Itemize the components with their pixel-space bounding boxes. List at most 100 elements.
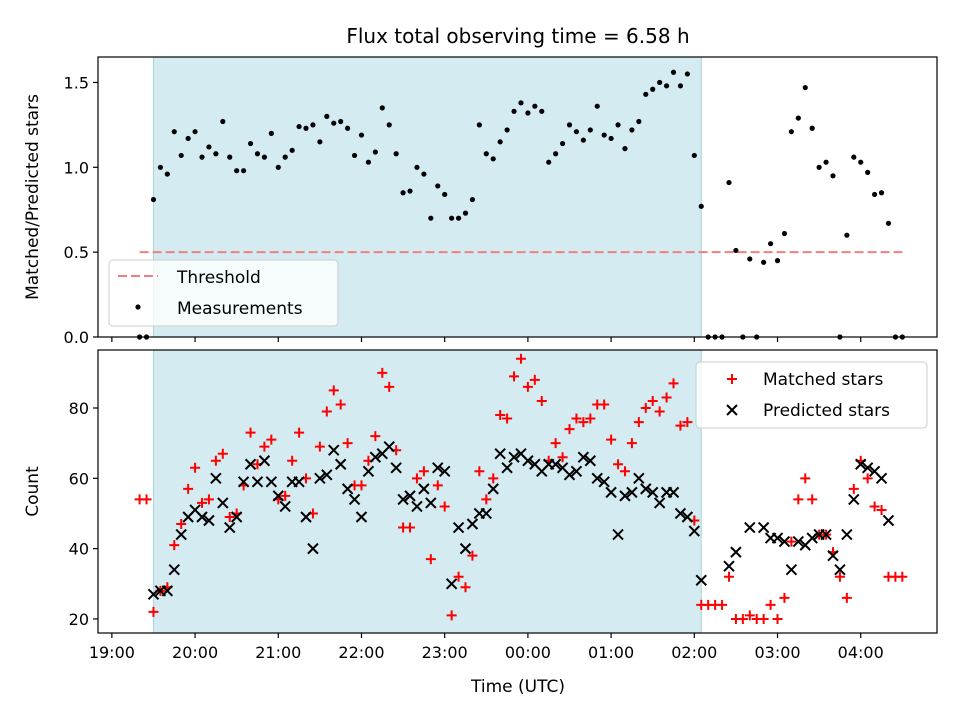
- measurement-point: [858, 159, 864, 165]
- predicted-point: [640, 483, 652, 495]
- matched-point: [529, 374, 540, 385]
- x-tick-label: 00:00: [505, 643, 551, 662]
- measurement-point: [657, 79, 663, 86]
- measurement-point: [442, 191, 448, 198]
- predicted-point: [224, 521, 236, 534]
- measurement-point: [553, 151, 559, 157]
- matched-point: [425, 554, 436, 565]
- measurement-point: [525, 110, 531, 116]
- predicted-point: [300, 511, 312, 523]
- matched-point: [217, 448, 228, 459]
- matched-point: [342, 438, 353, 449]
- x-tick-label: 04:00: [838, 643, 884, 662]
- matched-point: [834, 571, 845, 582]
- matched-point: [682, 417, 693, 428]
- predicted-point: [806, 532, 818, 544]
- predicted-point: [168, 564, 180, 576]
- measurement-point: [532, 103, 538, 109]
- measurement-point: [247, 140, 254, 147]
- predicted-point: [390, 462, 402, 474]
- measurement-point: [303, 125, 309, 131]
- matched-point: [807, 494, 818, 505]
- measurement-point: [809, 125, 815, 131]
- measurement-point: [192, 129, 198, 135]
- measurement-point: [220, 118, 226, 125]
- predicted-point: [591, 472, 603, 485]
- measurement-point: [559, 140, 566, 147]
- matched-point: [509, 371, 520, 382]
- predicted-point: [501, 462, 513, 474]
- measurement-point: [691, 152, 697, 159]
- matched-point: [779, 592, 790, 603]
- matched-point: [190, 462, 201, 473]
- x-tick-label: 01:00: [588, 643, 634, 662]
- matched-point: [488, 473, 499, 484]
- y-tick-label: 40: [69, 540, 89, 559]
- matched-point: [550, 438, 561, 449]
- measurement-point: [497, 139, 503, 145]
- matched-point: [619, 466, 630, 477]
- predicted-point: [549, 458, 562, 470]
- predicted-point: [279, 500, 291, 513]
- predicted-point: [792, 535, 805, 548]
- measurement-point: [241, 168, 247, 174]
- predicted-point: [577, 451, 590, 463]
- measurement-point: [781, 230, 788, 237]
- predicted-point: [147, 588, 160, 601]
- measurement-point: [365, 159, 372, 165]
- predicted-point: [196, 511, 208, 523]
- measurement-point: [268, 130, 274, 136]
- predicted-point: [605, 486, 617, 499]
- measurement-point: [483, 151, 489, 157]
- predicted-point: [834, 564, 846, 576]
- matched-point: [335, 399, 346, 410]
- predicted-point: [674, 507, 687, 520]
- predicted-point: [820, 528, 832, 541]
- measurement-point: [871, 191, 878, 198]
- measurement-point: [261, 154, 268, 160]
- matched-point: [744, 610, 755, 621]
- measurement-point: [802, 84, 808, 91]
- matched-point: [495, 410, 506, 421]
- measurement-point: [449, 215, 455, 221]
- y-tick-label: 0.0: [64, 328, 89, 347]
- y-axis-label: Count: [23, 466, 43, 517]
- predicted-point: [667, 486, 680, 499]
- measurement-point: [289, 147, 295, 153]
- matched-point: [328, 385, 339, 396]
- matched-point: [841, 592, 852, 603]
- matched-point: [245, 427, 256, 438]
- x-axis-label: Time (UTC): [470, 677, 565, 697]
- matched-point: [557, 452, 568, 463]
- y-tick-label: 0.5: [64, 243, 89, 262]
- matched-point: [294, 427, 305, 438]
- measurement-point: [663, 83, 670, 89]
- legend-predicted-swatch: [726, 404, 738, 416]
- measurement-point: [372, 149, 378, 155]
- matched-point: [737, 613, 748, 624]
- y-tick-label: 80: [69, 399, 89, 418]
- measurement-point: [324, 113, 330, 119]
- x-tick-label: 22:00: [338, 643, 384, 662]
- predicted-point: [425, 497, 437, 509]
- measurement-point: [518, 100, 524, 106]
- matched-point: [460, 582, 471, 593]
- matched-point: [515, 353, 526, 364]
- y-tick-label: 1.5: [64, 73, 89, 92]
- predicted-point: [771, 532, 784, 544]
- predicted-point: [778, 535, 791, 548]
- predicted-point: [411, 500, 423, 513]
- matched-point: [314, 441, 325, 452]
- matched-point: [564, 424, 575, 435]
- measurement-point: [823, 159, 829, 165]
- measurement-point: [747, 256, 753, 262]
- predicted-point: [841, 528, 853, 541]
- matched-point: [502, 413, 513, 424]
- matched-point: [675, 420, 686, 431]
- measurement-point: [400, 190, 406, 196]
- predicted-point: [355, 511, 368, 523]
- measurement-point: [511, 108, 517, 114]
- predicted-point: [272, 490, 284, 502]
- predicted-point: [418, 483, 430, 495]
- predicted-point: [487, 483, 499, 495]
